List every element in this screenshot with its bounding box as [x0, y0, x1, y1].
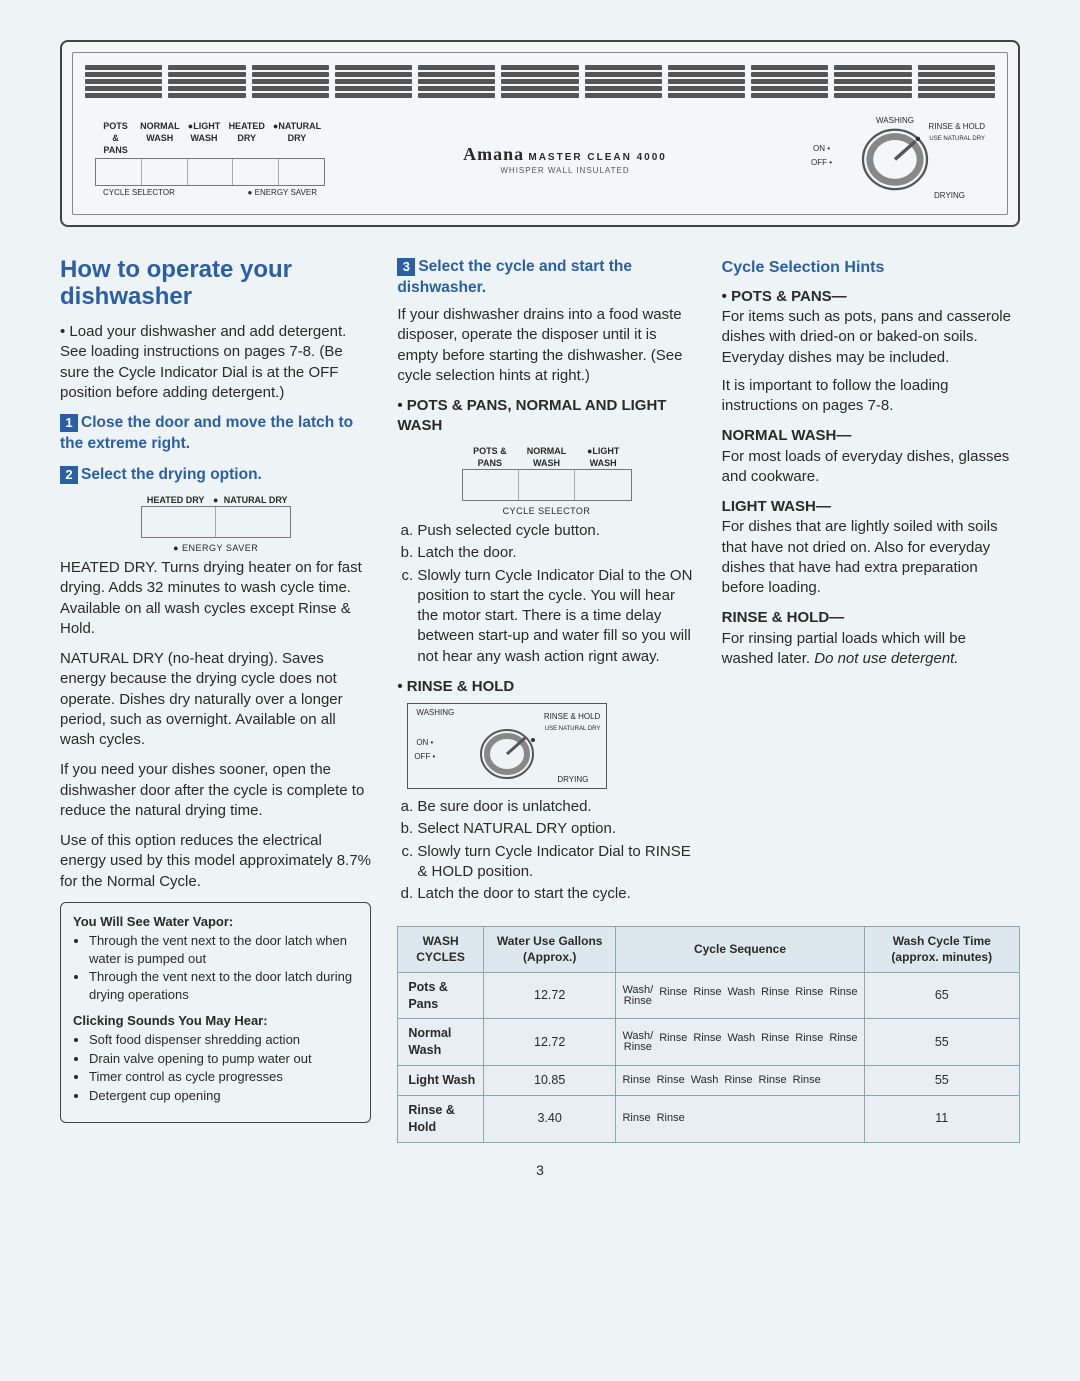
step-a: Slowly turn Cycle Indicator Dial to the … [417, 566, 695, 667]
pots-h: • POTS & PANS— [722, 287, 1020, 307]
dial-on-label: ON • [813, 144, 830, 155]
mini-dial-rinse: RINSE & HOLDUSE NATURAL DRY [544, 712, 600, 734]
dial-washing-label: WASHING [876, 116, 914, 127]
hints-title: Cycle Selection Hints [722, 257, 1020, 279]
step-a: Latch the door. [417, 543, 695, 563]
mini-natural: NATURAL DRY [221, 494, 291, 506]
model-name: MASTER CLEAN 4000 [528, 152, 666, 163]
vapor-item: Through the vent next to the door latch … [89, 932, 358, 967]
step-a: Push selected cycle button. [417, 521, 695, 541]
energy-text: Use of this option reduces the electrica… [60, 831, 371, 892]
rinse-hold-heading: • RINSE & HOLD [397, 677, 695, 697]
mini-dial-on: ON • [416, 738, 433, 749]
btn-heated: HEATED DRY [225, 118, 269, 158]
vapor-item: Through the vent next to the door latch … [89, 968, 358, 1003]
column-3: Cycle Selection Hints • POTS & PANS— For… [722, 257, 1020, 914]
btn-light: ●LIGHT WASH [183, 118, 224, 158]
step-2-heading: 2Select the drying option. [60, 465, 371, 486]
mini-dial-icon [457, 716, 557, 786]
table-row: Rinse & Hold3.40RinseRinse11 [398, 1096, 1020, 1143]
dial-drying-label: DRYING [934, 191, 965, 202]
dial-off-label: OFF • [811, 158, 832, 169]
mini-pots: POTS & PANS [462, 445, 519, 469]
click-item: Drain valve opening to pump water out [89, 1050, 358, 1068]
info-box: You Will See Water Vapor: Through the ve… [60, 902, 371, 1123]
click-heading: Clicking Sounds You May Hear: [73, 1012, 358, 1030]
rinse-text: For rinsing partial loads which will be … [722, 629, 1020, 670]
click-list: Soft food dispenser shredding action Dra… [73, 1031, 358, 1104]
pots-text: For items such as pots, pans and cassero… [722, 307, 1020, 368]
btn-normal: NORMAL WASH [136, 118, 183, 158]
mini-dial-drying: DRYING [557, 775, 588, 786]
steps-a-list: Push selected cycle button. Latch the do… [397, 521, 695, 667]
energy-saver-label: ● ENERGY SAVER [248, 188, 317, 199]
th-seq: Cycle Sequence [616, 927, 864, 972]
normal-h: NORMAL WASH— [722, 426, 1020, 446]
light-text: For dishes that are lightly soiled with … [722, 517, 1020, 598]
mini-dial: WASHING RINSE & HOLDUSE NATURAL DRY ON •… [407, 703, 607, 789]
mini-cycle-selector: POTS & PANS NORMAL WASH ●LIGHT WASH CYCL… [462, 445, 632, 517]
mini-normal: NORMAL WASH [518, 445, 575, 469]
vapor-list: Through the vent next to the door latch … [73, 932, 358, 1003]
intro-text: • Load your dishwasher and add detergent… [60, 322, 371, 403]
th-water: Water Use Gallons (Approx.) [483, 927, 616, 972]
sooner-text: If you need your dishes sooner, open the… [60, 760, 371, 821]
steps-b-list: Be sure door is unlatched. Select NATURA… [397, 797, 695, 904]
th-time: Wash Cycle Time (approx. minutes) [864, 927, 1019, 972]
step-1-heading: 1Close the door and move the latch to th… [60, 413, 371, 455]
click-item: Soft food dispenser shredding action [89, 1031, 358, 1049]
model-subtitle: WHISPER WALL INSULATED [463, 166, 667, 177]
page-number: 3 [60, 1161, 1020, 1180]
mini-dial-off: OFF • [414, 752, 435, 763]
step-b: Latch the door to start the cycle. [417, 884, 695, 904]
th-cycles: WASH CYCLES [398, 927, 484, 972]
cycles-table: WASH CYCLES Water Use Gallons (Approx.) … [397, 926, 1020, 1143]
load-text: It is important to follow the loading in… [722, 376, 1020, 417]
normal-text: For most loads of everyday dishes, glass… [722, 447, 1020, 488]
btn-pots: POTS & PANS [95, 118, 136, 158]
page-title: How to operate your dishwasher [60, 257, 371, 310]
vapor-heading: You Will See Water Vapor: [73, 913, 358, 931]
column-2: 3Select the cycle and start the dishwash… [397, 257, 695, 914]
cycle-energy-selector: POTS & PANS NORMAL WASH ●LIGHT WASH HEAT… [95, 118, 325, 201]
rinse-h: RINSE & HOLD— [722, 608, 1020, 628]
table-row: Light Wash10.85RinseRinseWashRinseRinseR… [398, 1066, 1020, 1096]
heated-dry-text: HEATED DRY. Turns drying heater on for f… [60, 558, 371, 639]
natural-dry-text: NATURAL DRY (no-heat drying). Saves ener… [60, 649, 371, 750]
pots-normal-light-heading: • POTS & PANS, NORMAL AND LIGHT WASH [397, 396, 695, 437]
light-h: LIGHT WASH— [722, 497, 1020, 517]
drains-text: If your dishwasher drains into a food wa… [397, 305, 695, 386]
step-b: Select NATURAL DRY option. [417, 819, 695, 839]
btn-natural: ●NATURAL DRY [269, 118, 325, 158]
step-b: Slowly turn Cycle Indicator Dial to RINS… [417, 842, 695, 883]
control-panel-illustration: POTS & PANS NORMAL WASH ●LIGHT WASH HEAT… [60, 40, 1020, 227]
click-item: Timer control as cycle progresses [89, 1068, 358, 1086]
brand-name: Amana [463, 144, 524, 164]
cycle-indicator-dial: WASHING RINSE & HOLDUSE NATURAL DRY ON •… [805, 116, 985, 202]
table-row: Pots & Pans12.72Wash/RinseRinseRinseWash… [398, 972, 1020, 1019]
mini-energy-caption: ● ENERGY SAVER [141, 542, 291, 554]
click-item: Detergent cup opening [89, 1087, 358, 1105]
dial-rinse-hold-label: RINSE & HOLDUSE NATURAL DRY [929, 122, 985, 144]
brand-block: Amana MASTER CLEAN 4000 WHISPER WALL INS… [463, 142, 667, 177]
mini-cycle-caption: CYCLE SELECTOR [462, 505, 632, 517]
table-row: Normal Wash12.72Wash/RinseRinseRinseWash… [398, 1019, 1020, 1066]
step-b: Be sure door is unlatched. [417, 797, 695, 817]
mini-light: ●LIGHT WASH [575, 445, 632, 469]
vent-grille [85, 65, 995, 100]
column-1: How to operate your dishwasher • Load yo… [60, 257, 371, 1143]
panel-inner: POTS & PANS NORMAL WASH ●LIGHT WASH HEAT… [72, 52, 1008, 215]
step-3-heading: 3Select the cycle and start the dishwash… [397, 257, 695, 299]
mini-dial-washing: WASHING [416, 708, 454, 719]
mini-heated: HEATED DRY [141, 494, 211, 506]
mini-dry-selector: HEATED DRY ● NATURAL DRY ● ENERGY SAVER [141, 494, 291, 554]
cycle-selector-label: CYCLE SELECTOR [103, 188, 175, 199]
